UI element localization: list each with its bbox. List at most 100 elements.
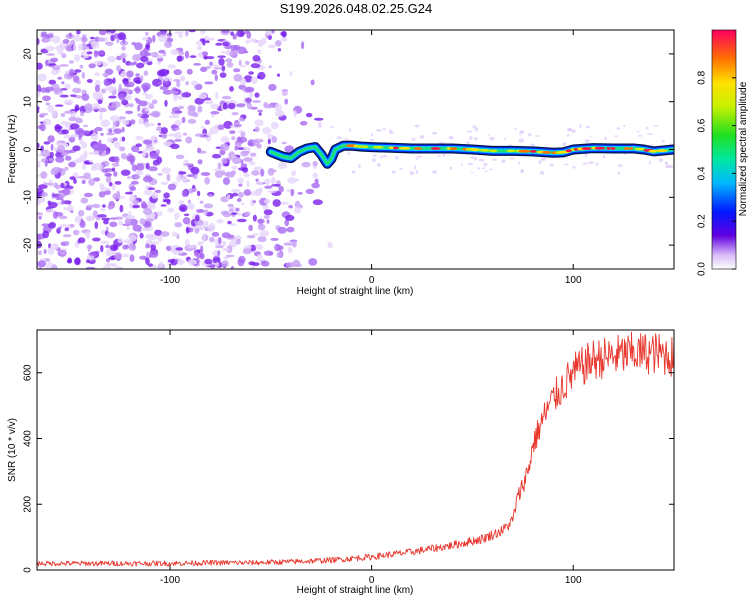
noise-blob xyxy=(131,180,139,185)
noise-blob xyxy=(234,145,238,151)
noise-blob xyxy=(72,229,80,236)
noise-blob xyxy=(131,145,140,153)
noise-blob xyxy=(114,252,123,260)
noise-blob xyxy=(244,211,251,217)
noise-blob xyxy=(100,240,110,244)
noise-blob xyxy=(572,165,576,169)
noise-blob xyxy=(243,157,253,162)
noise-blob xyxy=(661,140,666,143)
noise-blob xyxy=(306,112,313,118)
noise-blob xyxy=(169,90,179,95)
noise-blob xyxy=(70,94,77,97)
noise-blob xyxy=(301,161,311,168)
noise-blob xyxy=(79,154,87,162)
ridge-peak xyxy=(581,147,592,151)
noise-blob xyxy=(37,142,40,149)
noise-blob xyxy=(138,100,148,107)
noise-blob xyxy=(60,182,65,189)
noise-blob xyxy=(372,154,377,157)
noise-blob xyxy=(119,73,124,77)
noise-blob xyxy=(37,233,42,241)
noise-blob xyxy=(248,71,255,75)
noise-blob xyxy=(100,132,104,136)
noise-blob xyxy=(222,41,230,47)
noise-blob xyxy=(596,162,599,166)
noise-blob xyxy=(174,212,180,219)
noise-blob xyxy=(81,93,90,102)
noise-blob xyxy=(210,111,220,115)
noise-blob xyxy=(114,156,120,164)
noise-blob xyxy=(58,215,68,220)
noise-blob xyxy=(236,103,246,108)
ridge-peak xyxy=(388,146,395,150)
noise-blob xyxy=(285,214,295,221)
noise-blob xyxy=(109,244,119,252)
noise-blob xyxy=(235,207,240,212)
noise-blob xyxy=(70,210,74,213)
noise-blob xyxy=(260,37,267,45)
noise-blob xyxy=(160,127,168,134)
noise-blob xyxy=(38,250,42,256)
noise-blob xyxy=(98,30,107,36)
noise-blob xyxy=(270,121,279,129)
y-tick-label: 0 xyxy=(23,146,34,152)
noise-blob xyxy=(64,143,69,148)
noise-blob xyxy=(191,80,198,86)
noise-blob xyxy=(124,220,130,226)
noise-blob xyxy=(187,258,197,266)
noise-blob xyxy=(143,139,153,145)
noise-blob xyxy=(181,116,186,124)
noise-blob xyxy=(81,179,86,185)
noise-blob xyxy=(652,125,659,127)
noise-blob xyxy=(157,122,161,126)
spectrogram-noise xyxy=(37,30,674,269)
noise-blob xyxy=(474,127,478,132)
noise-blob xyxy=(37,90,41,98)
noise-blob xyxy=(121,45,126,51)
noise-blob xyxy=(312,172,319,179)
noise-blob xyxy=(257,253,263,259)
noise-blob xyxy=(566,133,570,137)
noise-blob xyxy=(280,31,287,37)
noise-blob xyxy=(160,231,170,237)
noise-blob xyxy=(164,99,168,107)
noise-blob xyxy=(233,74,243,82)
noise-blob xyxy=(80,130,90,135)
noise-blob xyxy=(216,219,224,224)
noise-blob xyxy=(215,262,220,267)
ridge-peak xyxy=(594,146,605,150)
noise-blob xyxy=(312,160,318,167)
noise-blob xyxy=(399,168,403,170)
noise-blob xyxy=(181,189,187,197)
noise-blob xyxy=(540,157,547,161)
noise-blob xyxy=(95,84,100,93)
noise-blob xyxy=(105,41,114,46)
noise-blob xyxy=(204,119,210,125)
noise-blob xyxy=(370,138,374,142)
noise-blob xyxy=(106,32,112,36)
noise-blob xyxy=(63,134,72,139)
noise-blob xyxy=(158,261,164,268)
y-tick-label: 400 xyxy=(23,430,34,447)
snr-y-axis: 0 200 400 600 xyxy=(23,364,674,573)
noise-blob xyxy=(148,166,158,172)
noise-blob xyxy=(510,157,515,160)
noise-blob xyxy=(204,176,211,185)
noise-blob xyxy=(112,137,118,142)
noise-blob xyxy=(292,259,301,268)
noise-blob xyxy=(664,161,669,165)
noise-blob xyxy=(371,133,374,137)
noise-blob xyxy=(59,64,69,67)
noise-blob xyxy=(154,229,163,236)
noise-blob xyxy=(88,63,96,69)
noise-blob xyxy=(93,177,101,182)
ridge-peak xyxy=(656,149,668,153)
noise-blob xyxy=(275,40,282,47)
noise-blob xyxy=(141,201,147,209)
noise-blob xyxy=(40,171,48,179)
noise-blob xyxy=(126,70,134,78)
noise-blob xyxy=(102,265,112,269)
spectrogram-x-axis: -100 0 100 xyxy=(160,30,582,286)
noise-blob xyxy=(121,136,126,142)
noise-blob xyxy=(81,71,86,79)
